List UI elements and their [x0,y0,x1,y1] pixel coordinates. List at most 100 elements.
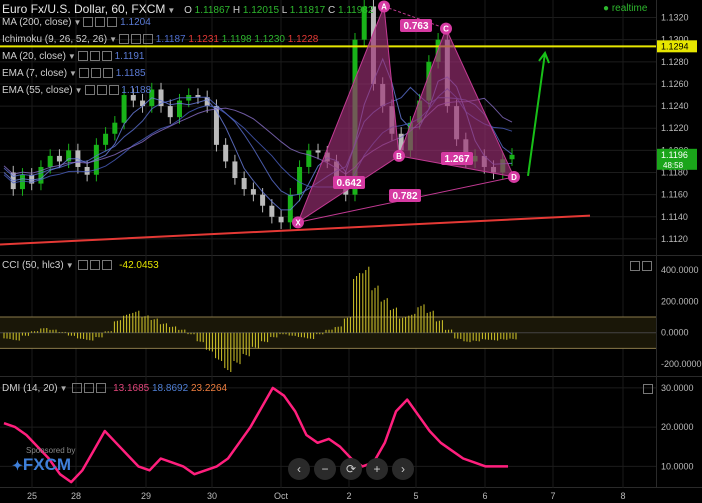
settings-icon[interactable] [90,260,101,271]
chevron-down-icon[interactable]: ▼ [59,384,68,393]
eye-icon[interactable] [78,260,89,271]
candle-body [223,144,229,162]
candle-body [361,6,367,40]
price-tick-label: 1.1140 [661,212,688,222]
settings-icon[interactable] [95,17,106,28]
eye-icon[interactable] [72,383,83,394]
realtime-dot-icon: ● [603,3,610,14]
chevron-down-icon[interactable]: ▼ [109,35,117,44]
pattern-point-a [378,0,390,13]
indicator-value: 1.1191 [111,51,145,62]
reset-chart-button[interactable]: ⟳ [340,458,362,480]
pattern-ac-line [383,5,447,30]
candle-body [260,194,266,206]
candle-body [176,100,182,118]
indicator-row: MA (200, close) ▼ 1.1204 [2,17,151,28]
pattern-point-label: A [381,2,387,11]
indicator-row: MA (20, close) ▼ 1.1191 [2,51,144,62]
settings-icon[interactable] [84,383,95,394]
pattern-ratio-label: 0.763 [403,21,428,32]
pattern-xab-triangle [296,6,400,224]
settings-icon[interactable] [89,51,100,62]
candle-body [250,189,256,195]
candle-body [204,97,210,107]
cci-header: CCI (50, hlc3) ▼ -42.0453 [2,260,159,271]
pattern-point-label: X [295,218,301,227]
scroll-right-button[interactable]: › [392,458,414,480]
eye-icon[interactable] [118,34,129,45]
pattern-ratio-badge [333,176,365,189]
zoom-out-button[interactable]: − [314,458,336,480]
chevron-down-icon[interactable]: ▼ [73,18,82,27]
pattern-bcd-triangle [398,27,515,178]
ohlc-l-label: L [281,5,287,16]
harmonic-pattern: X A B C D 0.642 0.782 0.763 1.267 [292,0,520,229]
time-tick-label: 28 [71,491,81,501]
symbol-title[interactable]: Euro Fx/U.S. Dollar, 60, FXCM [2,2,166,16]
sponsor-text: Sponsored by [26,446,76,455]
close-icon[interactable] [102,260,113,271]
candle-body [195,95,201,98]
price-tick-label: 1.1120 [661,234,688,244]
candle-body [56,155,62,162]
candle-body [278,216,284,223]
eye-icon[interactable] [83,17,94,28]
indicator-value: 1.1198 [218,34,252,45]
cci-marks [0,266,656,372]
candle-body [315,150,321,153]
chevron-down-icon[interactable]: ▼ [67,52,76,61]
maximize-icon[interactable] [643,384,653,395]
indicator-name[interactable]: Ichimoku (9, 26, 52, 26) [2,34,108,45]
cci-panel-controls [628,261,652,272]
eye-icon[interactable] [78,68,89,79]
indicator-name[interactable]: MA (200, close) [2,17,72,28]
chevron-down-icon[interactable]: ▼ [65,261,74,270]
candle-body [213,106,219,145]
settings-icon[interactable] [96,85,107,96]
settings-icon[interactable] [90,68,101,79]
pattern-point-x [292,216,304,229]
candle-body [241,178,247,190]
target-arrowhead [538,50,550,64]
ohlc-c: 1.11982 [337,5,374,16]
chevron-down-icon[interactable]: ▼ [74,86,83,95]
cci-tick-label: 200.0000 [661,296,699,306]
cci-tick-label: 400.0000 [661,265,699,275]
maximize-icon[interactable] [630,261,640,272]
eye-icon[interactable] [77,51,88,62]
pattern-ratio-label: 0.782 [392,191,417,202]
ohlc-c-label: C [327,5,336,16]
ohlc-o: 1.11867 [194,5,231,16]
chevron-down-icon[interactable]: ▼ [69,69,77,78]
scroll-left-button[interactable]: ‹ [288,458,310,480]
close-icon[interactable] [142,34,153,45]
cci-name[interactable]: CCI (50, hlc3) [2,260,64,271]
close-icon[interactable] [102,68,113,79]
dmi-name[interactable]: DMI (14, 20) [2,383,58,394]
time-tick-label: 2 [346,491,351,501]
eye-icon[interactable] [84,85,95,96]
close-icon[interactable] [108,85,119,96]
ohlc-h: 1.12015 [242,5,280,16]
cci-tick-label: 0.0000 [661,328,689,338]
dmi-tick-label: 10.0000 [661,461,694,471]
target-price-badge [657,40,697,53]
sponsor-logo[interactable]: ✦FXCM [12,455,71,475]
indicator-name[interactable]: MA (20, close) [2,51,66,62]
zoom-in-button[interactable]: + [366,458,388,480]
pattern-ratio-label: 0.642 [336,178,361,189]
collapse-icon[interactable] [642,261,652,272]
indicator-name[interactable]: EMA (7, close) [2,68,68,79]
indicator-name[interactable]: EMA (55, close) [2,85,73,96]
close-icon[interactable] [96,383,107,394]
indicator-value: 1.1230 [251,34,285,45]
close-icon[interactable] [107,17,118,28]
price-tick-label: 1.1300 [661,35,689,45]
settings-icon[interactable] [130,34,141,45]
dmi-marks [3,386,508,484]
chevron-down-icon[interactable]: ▼ [167,6,176,15]
indicator-row: EMA (55, close) ▼ 1.1188 [2,85,151,96]
price-tick-label: 1.1320 [661,13,689,23]
close-icon[interactable] [101,51,112,62]
pattern-ratio-badge [389,189,421,202]
